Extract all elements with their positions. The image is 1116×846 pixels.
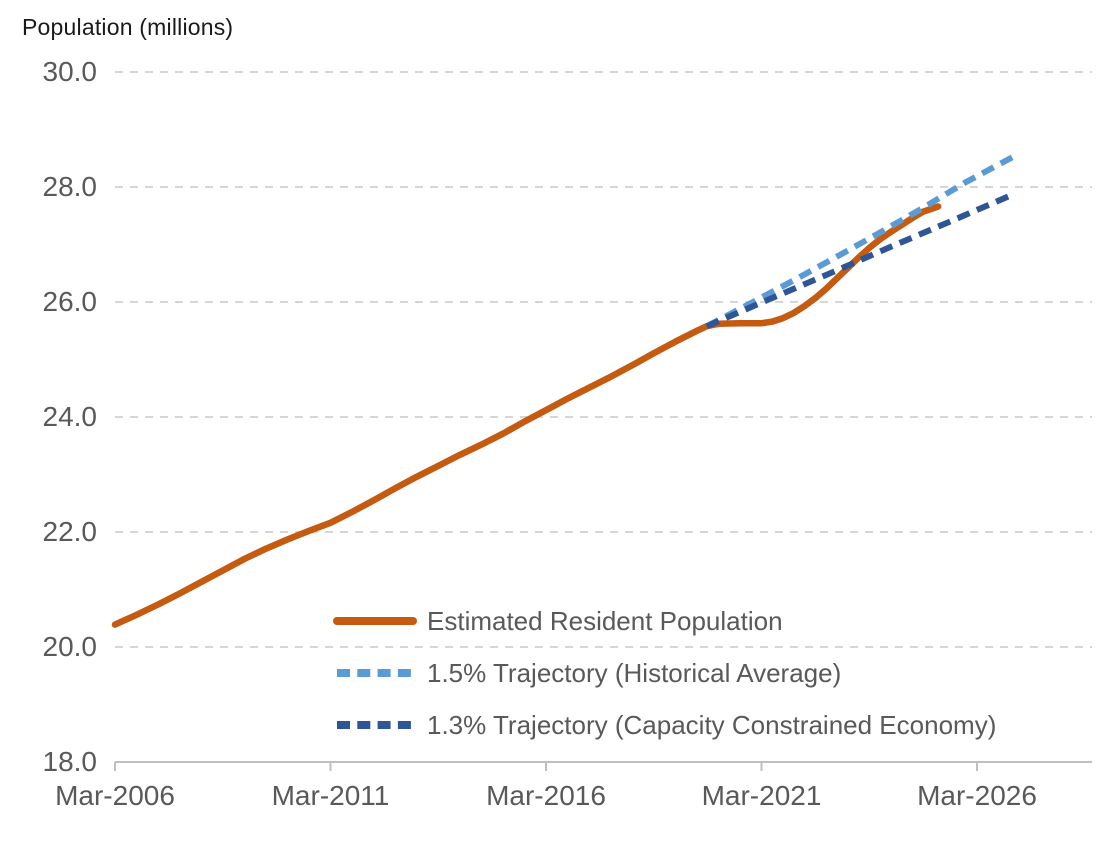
legend: Estimated Resident Population 1.5% Traje… xyxy=(333,603,996,743)
x-tick-label: Mar-2016 xyxy=(486,780,606,811)
x-tick-label: Mar-2011 xyxy=(272,780,390,811)
x-tick-label: Mar-2021 xyxy=(702,780,822,811)
x-tick-label: Mar-2026 xyxy=(917,780,1037,811)
series-line-trajectory_13 xyxy=(705,192,1013,329)
y-axis-title: Population (millions) xyxy=(22,14,234,40)
legend-item-trajectory-15: 1.5% Trajectory (Historical Average) xyxy=(333,655,996,691)
legend-item-erp: Estimated Resident Population xyxy=(333,603,996,639)
legend-label-erp: Estimated Resident Population xyxy=(427,605,783,636)
legend-label-trajectory-13: 1.3% Trajectory (Capacity Constrained Ec… xyxy=(427,709,997,740)
y-tick-label: 20.0 xyxy=(43,631,98,662)
trajectory-15-dashed-marker-icon xyxy=(337,669,413,677)
erp-line-marker-icon xyxy=(333,617,417,625)
y-tick-label: 18.0 xyxy=(43,746,98,777)
x-tick-label: Mar-2006 xyxy=(55,780,175,811)
y-tick-label: 22.0 xyxy=(43,516,98,547)
series-line-erp xyxy=(111,203,942,628)
y-tick-label: 30.0 xyxy=(43,56,98,87)
legend-label-trajectory-15: 1.5% Trajectory (Historical Average) xyxy=(427,657,842,688)
y-tick-label: 28.0 xyxy=(43,171,98,202)
y-tick-label: 26.0 xyxy=(43,286,98,317)
legend-item-trajectory-13: 1.3% Trajectory (Capacity Constrained Ec… xyxy=(333,707,996,743)
trajectory-13-dashed-marker-icon xyxy=(337,721,413,729)
series-line-trajectory_15 xyxy=(705,152,1018,329)
y-tick-label: 24.0 xyxy=(43,401,98,432)
